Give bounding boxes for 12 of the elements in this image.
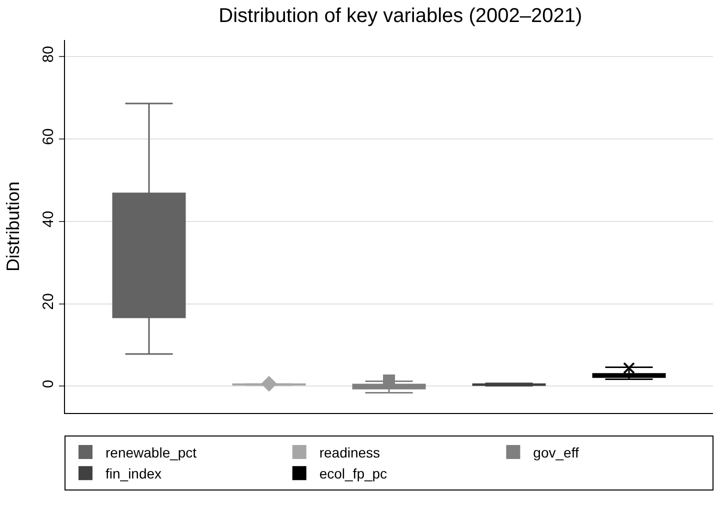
y-tick-label: 80: [40, 46, 57, 63]
legend-label: ecol_fp_pc: [319, 466, 388, 482]
chart-title: Distribution of key variables (2002–2021): [218, 4, 582, 27]
legend-label: fin_index: [106, 466, 162, 482]
legend-label: gov_eff: [533, 444, 579, 460]
y-tick-label: 60: [40, 128, 57, 146]
legend-label: renewable_pct: [106, 444, 197, 460]
legend-label: readiness: [319, 444, 380, 460]
y-tick-label: 40: [40, 210, 57, 228]
y-axis-title: Distribution: [3, 181, 24, 272]
y-tick-label: 20: [40, 293, 57, 310]
y-tick-label: 0: [40, 380, 57, 388]
